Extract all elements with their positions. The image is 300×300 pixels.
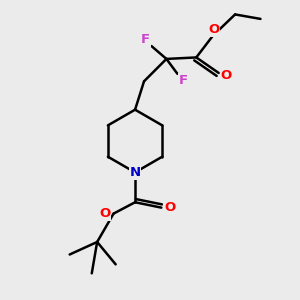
- Text: O: O: [220, 69, 232, 82]
- Text: O: O: [100, 207, 111, 220]
- Text: F: F: [141, 33, 150, 46]
- Text: O: O: [208, 23, 220, 36]
- Text: N: N: [130, 166, 141, 179]
- Text: F: F: [178, 74, 188, 87]
- Text: O: O: [164, 201, 175, 214]
